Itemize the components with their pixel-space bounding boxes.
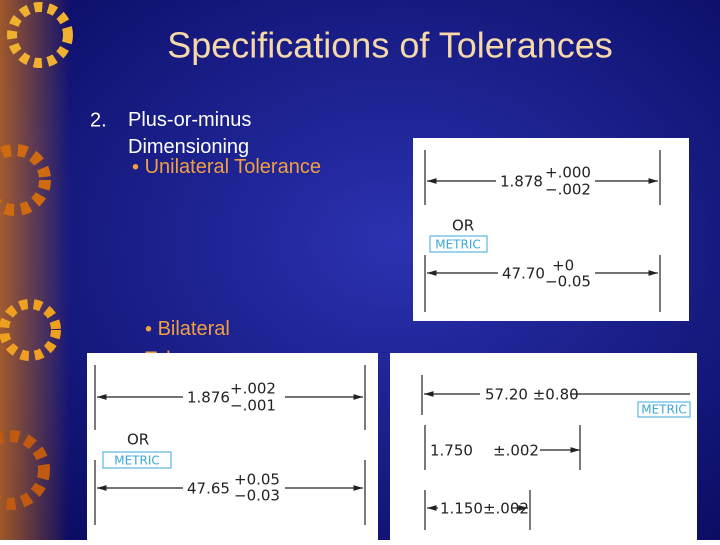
figure-bilateral-1: 1.876 +.002 −.001 OR METRIC 47.65 +0.05 … <box>87 353 378 540</box>
dim-label: −.002 <box>545 181 591 199</box>
dim-label: −0.05 <box>545 273 591 291</box>
figure-bilateral-2: 57.20 ±0.80 METRIC 1.750 ±.002 1.150±.00… <box>390 353 697 540</box>
figure-unilateral: 1.878 +.000 −.002 OR METRIC 47.70 +0 −0.… <box>413 138 689 321</box>
dim-label: −.001 <box>230 397 276 415</box>
dim-label: 1.150±.002 <box>440 500 529 518</box>
item-text: Plus-or-minus Dimensioning <box>128 109 251 158</box>
slide-title: Specifications of Tolerances <box>167 25 613 66</box>
dim-label: 1.878 <box>500 173 543 191</box>
metric-label: METRIC <box>641 403 687 417</box>
dim-label: OR <box>452 217 474 235</box>
dim-label: +.000 <box>545 164 591 182</box>
dim-label: OR <box>127 431 149 449</box>
dim-label: 57.20 ±0.80 <box>485 386 579 404</box>
bullet-text: Bilateral <box>158 318 230 340</box>
dim-label: 47.65 <box>187 480 230 498</box>
dim-label: +0 <box>552 257 574 275</box>
bullet-text: Unilateral Tolerance <box>145 156 321 178</box>
metric-label: METRIC <box>114 454 160 468</box>
bullet: • Bilateral <box>145 318 230 340</box>
dim-label: 47.70 <box>502 265 545 283</box>
item-number: 2. <box>90 109 107 131</box>
gear-decoration <box>0 0 73 540</box>
dim-label: 1.876 <box>187 389 230 407</box>
dim-label: +0.05 <box>234 471 280 489</box>
dim-label: 1.750 <box>430 442 473 460</box>
bullet: • Unilateral Tolerance <box>132 156 321 178</box>
dim-label: ±.002 <box>493 442 539 460</box>
metric-label: METRIC <box>435 238 481 252</box>
dim-label: −0.03 <box>234 487 280 505</box>
dim-label: +.002 <box>230 380 276 398</box>
